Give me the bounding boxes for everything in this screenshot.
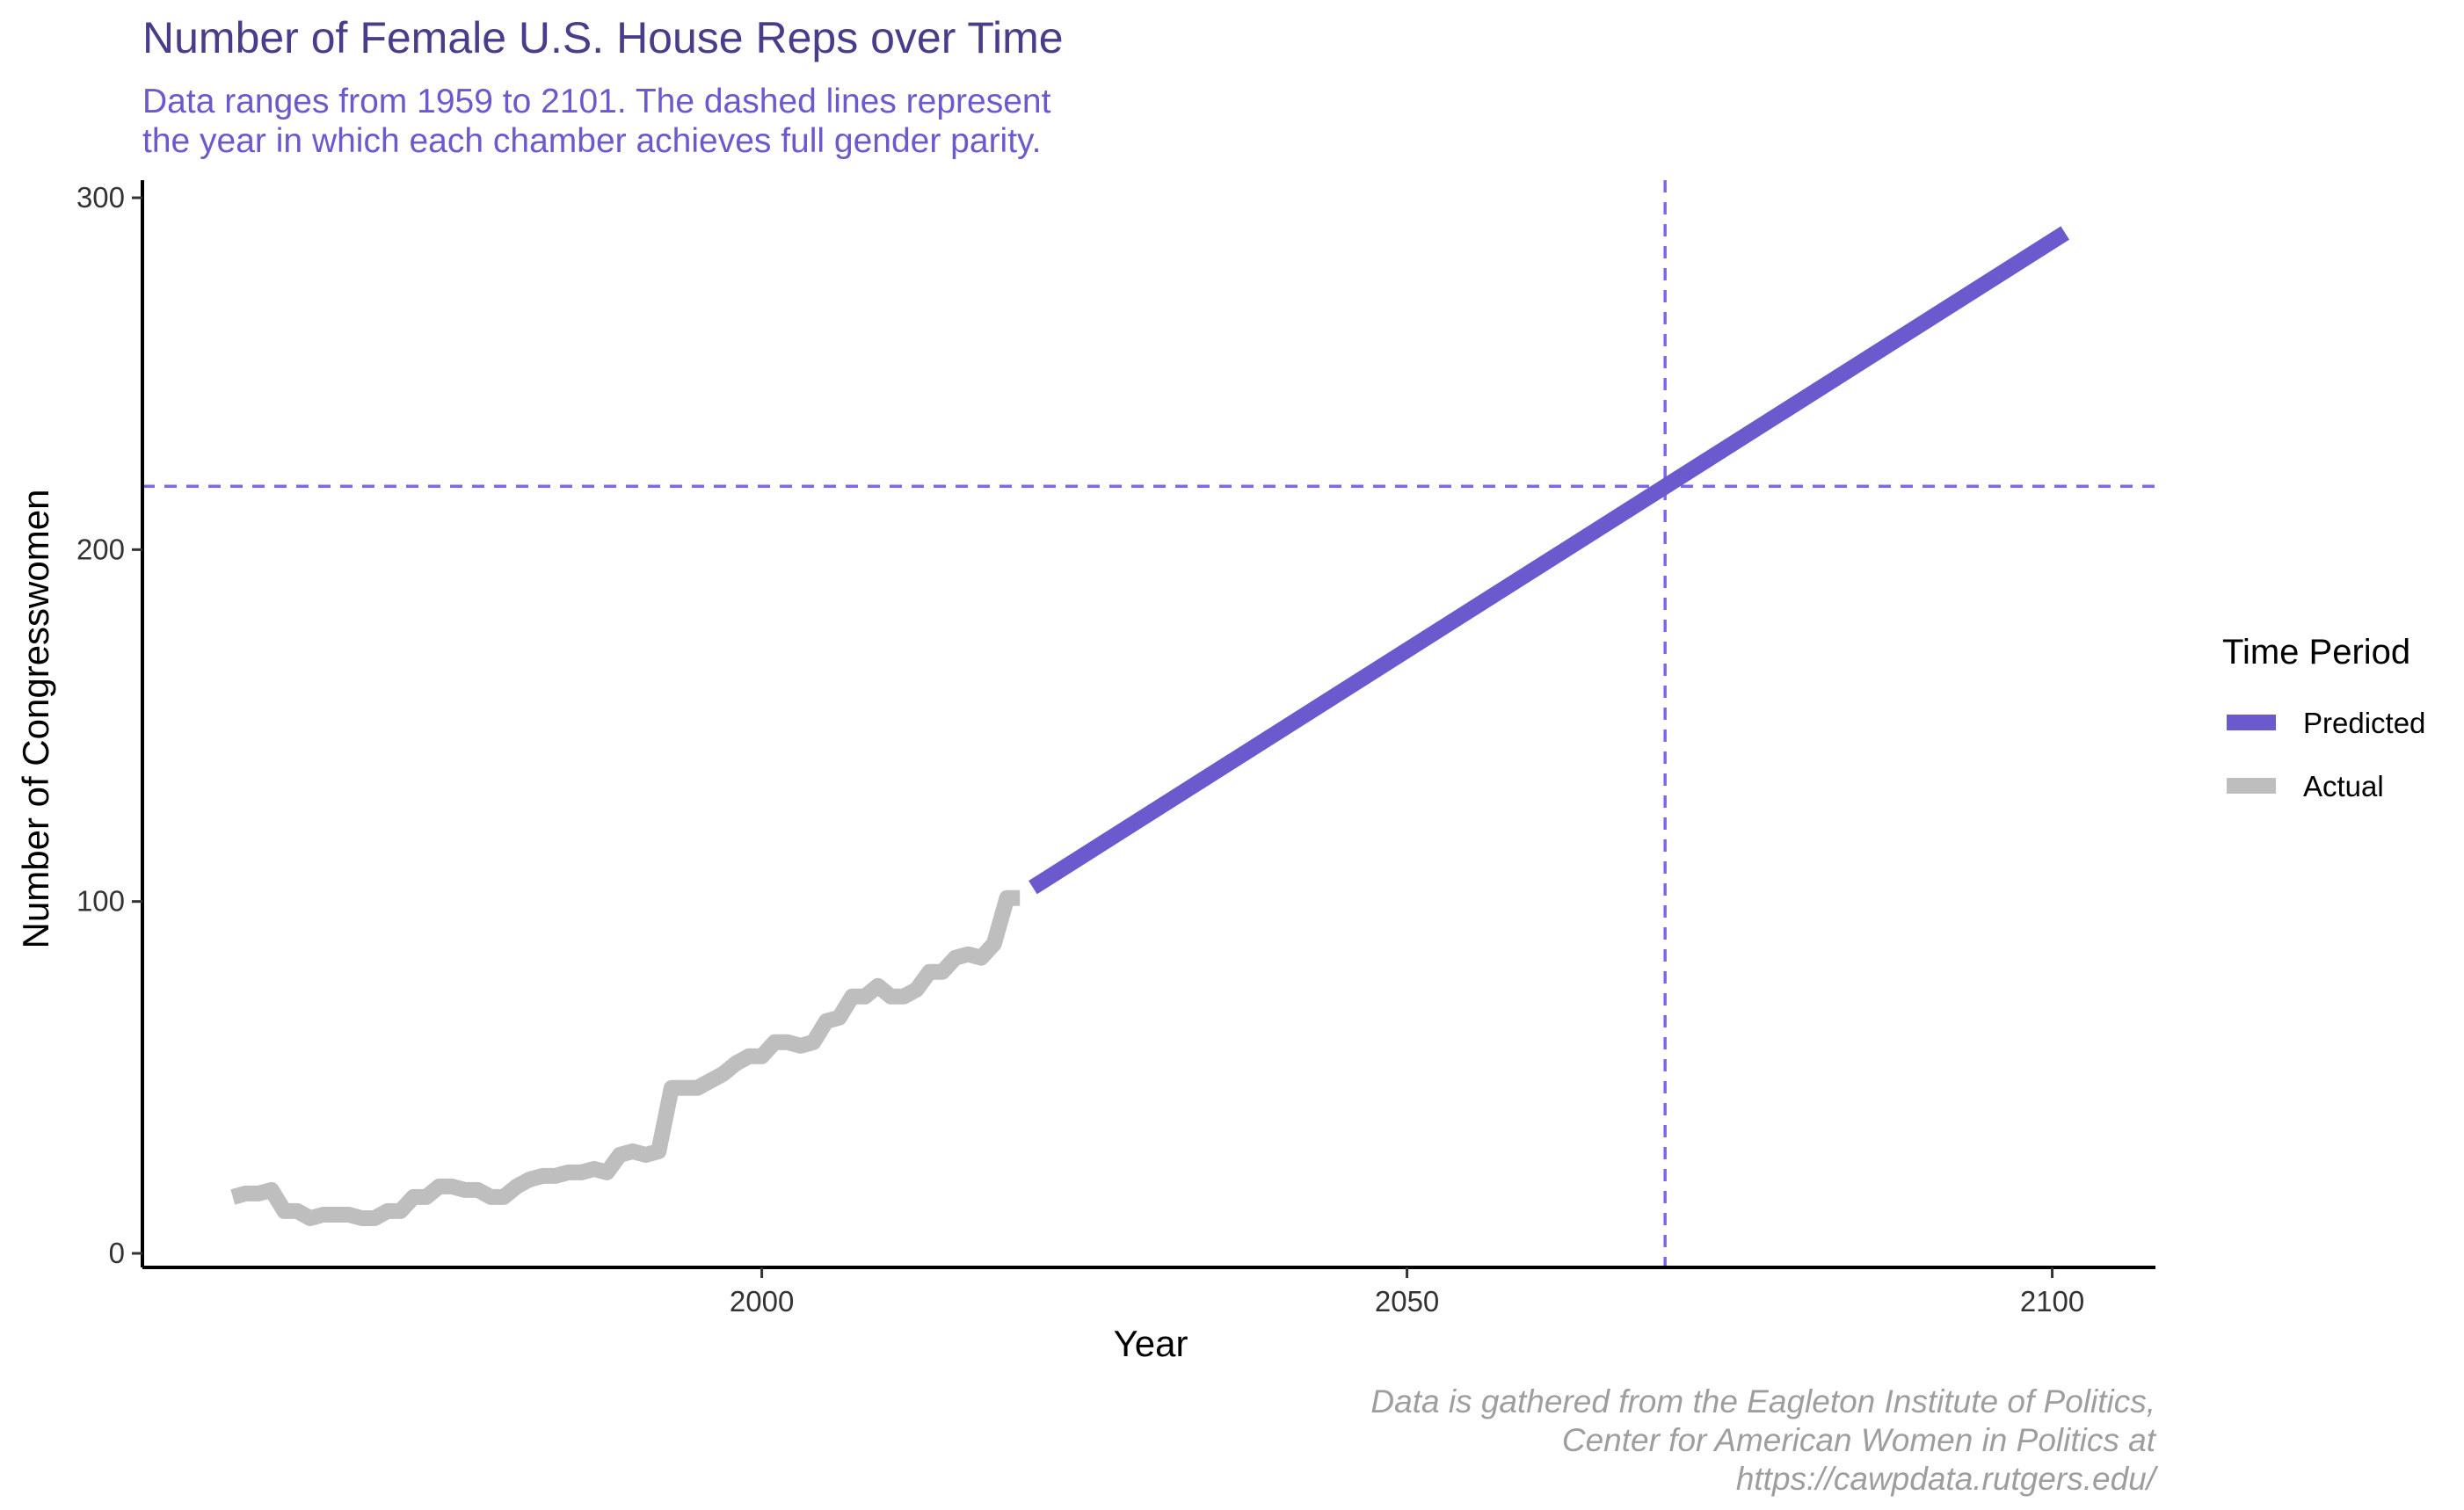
axes [141,180,2155,1269]
x-tick-label: 2050 [1375,1285,1439,1318]
legend: Time Period Predicted Actual [2222,633,2425,802]
x-tick-label: 2100 [2020,1285,2084,1318]
series-line-predicted [1028,226,2070,895]
series-layer [230,226,2070,1226]
x-ticks: 2000 2050 2100 [730,1267,2084,1318]
y-tick-label: 0 [109,1237,125,1269]
series-line-actual [230,889,1021,1226]
chart-title: Number of Female U.S. House Reps over Ti… [142,13,1064,62]
y-tick-label: 300 [76,181,125,214]
x-tick-label: 2000 [730,1285,794,1318]
legend-label-predicted: Predicted [2303,707,2425,739]
reference-lines [142,180,2155,1267]
y-ticks: 0 100 200 300 [76,181,142,1269]
chart-subtitle-line-1: Data ranges from 1959 to 2101. The dashe… [142,83,1051,120]
caption-line-2: Center for American Women in Politics at [1562,1422,2157,1458]
x-axis-title: Year [1114,1323,1188,1364]
y-tick-label: 200 [76,533,125,565]
caption-line-1: Data is gathered from the Eagleton Insti… [1370,1383,2155,1419]
chart-subtitle-line-2: the year in which each chamber achieves … [142,122,1042,160]
y-tick-label: 100 [76,885,125,918]
caption-line-3: https://cawpdata.rutgers.edu/ [1736,1461,2159,1497]
legend-title: Time Period [2222,633,2410,672]
legend-label-actual: Actual [2303,770,2384,802]
y-axis-title: Number of Congresswomen [15,490,56,949]
